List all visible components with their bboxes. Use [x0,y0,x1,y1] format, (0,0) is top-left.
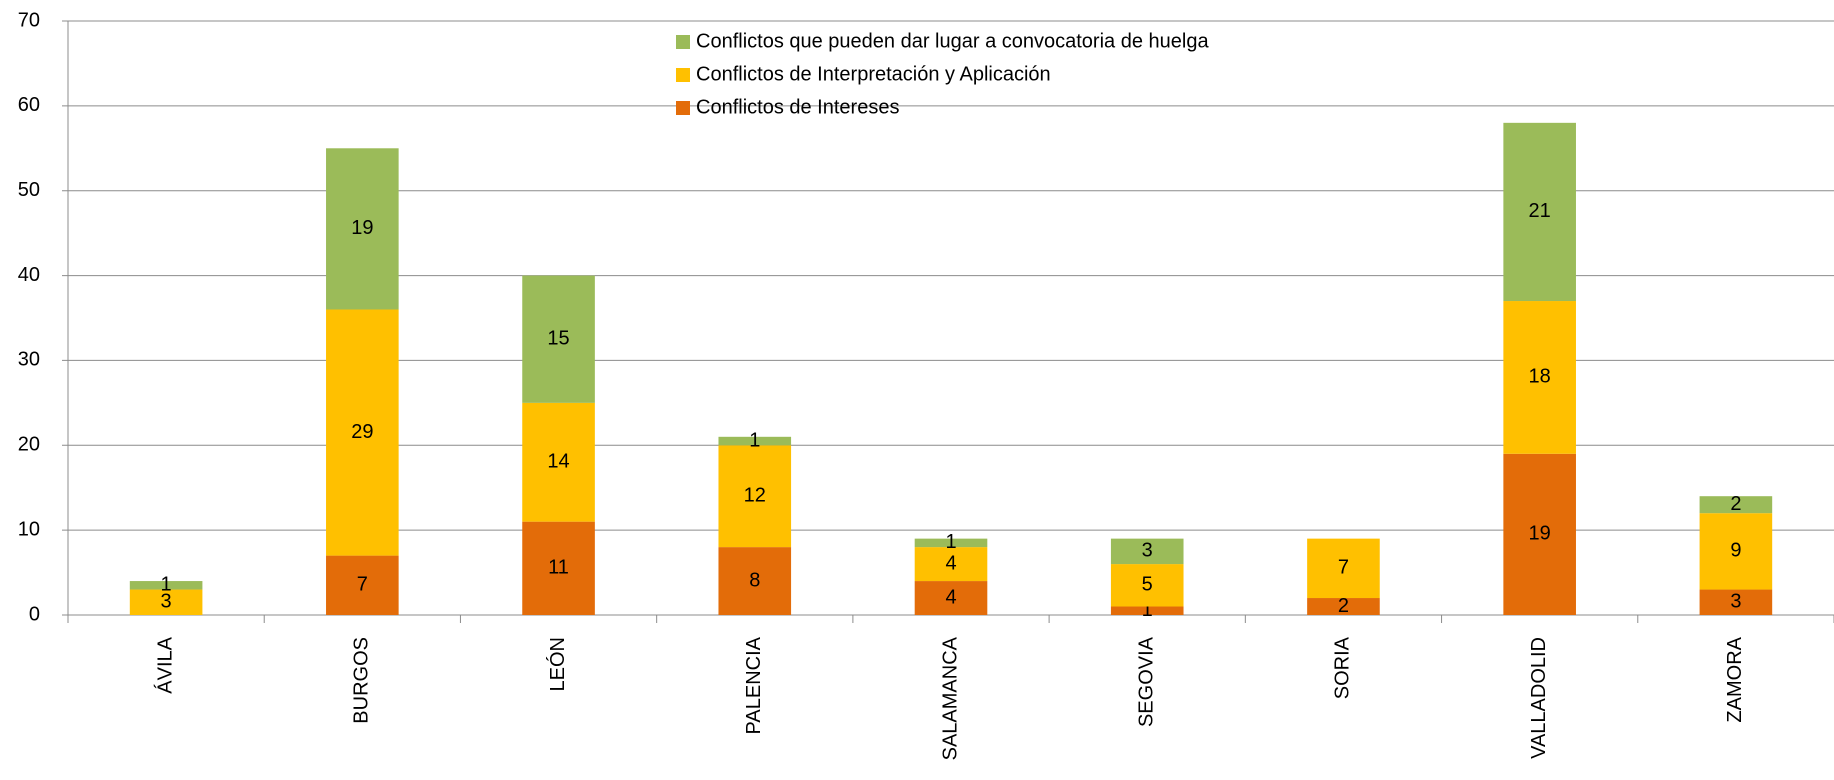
data-label: 3 [161,591,172,613]
data-label: 19 [351,217,373,239]
data-label: 4 [945,586,956,608]
bar-segment [1699,496,1773,514]
y-tick-label: 30 [18,349,40,371]
data-label: 15 [547,327,569,349]
x-tick-label: ÁVILA [153,636,176,693]
y-tick-label: 40 [18,264,40,286]
x-tick-label: VALLADOLID [1528,637,1550,759]
data-label: 14 [547,451,569,473]
data-label: 1 [749,429,760,451]
bar-segment [1503,122,1576,302]
x-tick-label: PALENCIA [743,636,765,734]
y-tick-label: 50 [18,179,40,201]
bar-segment [129,581,203,590]
bar-segment [718,436,792,446]
bar-segment [1110,538,1184,565]
x-tick-label: SORIA [1332,636,1354,699]
legend-swatch [676,68,690,82]
y-tick-label: 10 [18,518,40,540]
bar-segment [129,589,203,615]
data-label: 2 [1730,493,1741,515]
bar-segment [326,555,399,615]
x-tick-label: SEGOVIA [1136,636,1158,727]
bar-segment [914,538,988,548]
bar-segment [326,148,399,310]
data-label: 19 [1529,523,1551,545]
data-label: 12 [744,484,766,506]
y-tick-label: 70 [18,9,40,31]
x-tick-label: LEÓN [546,637,569,691]
legend-label: Conflictos que pueden dar lugar a convoc… [696,30,1209,52]
legend-swatch [676,101,690,115]
data-label: 29 [351,421,373,443]
bar-segment [718,547,792,615]
bar-segment [1307,598,1380,615]
bar-segment [914,547,988,582]
y-tick-label: 60 [18,94,40,116]
bar-segment [914,581,988,615]
data-label: 1 [161,574,172,596]
data-label: 7 [357,574,368,596]
bar-segment [522,521,595,615]
y-tick-label: 20 [18,434,40,456]
data-label: 5 [1142,574,1153,596]
legend-label: Conflictos de Interpretación y Aplicació… [696,63,1051,85]
bar-segment [1503,453,1576,615]
data-label: 11 [548,557,569,579]
bar-segment [718,445,792,548]
data-label: 18 [1529,366,1551,388]
data-label: 3 [1142,540,1153,562]
x-tick-label: BURGOS [351,637,373,724]
data-label: 4 [945,552,956,574]
x-tick-label: ZAMORA [1724,636,1746,722]
bar-segment [1110,564,1184,607]
data-label: 2 [1338,595,1349,617]
data-label: 21 [1529,200,1551,222]
data-label: 1 [1142,599,1153,621]
bar-segment [522,402,595,522]
bar-segment [1307,538,1380,599]
bar-segment [1699,513,1773,590]
bar-segment [1110,606,1184,615]
data-label: 8 [749,569,760,591]
bar-segment [1699,589,1773,615]
data-label: 9 [1730,540,1741,562]
legend-swatch [676,35,690,49]
y-tick-label: 0 [29,603,40,625]
bar-segment [522,275,595,403]
x-tick-label: SALAMANCA [939,636,961,760]
data-label: 7 [1338,557,1349,579]
bar-segment [1503,301,1576,454]
data-label: 3 [1730,591,1741,613]
data-label: 1 [945,531,956,553]
legend-label: Conflictos de Intereses [696,96,899,118]
bar-segment [326,309,399,556]
